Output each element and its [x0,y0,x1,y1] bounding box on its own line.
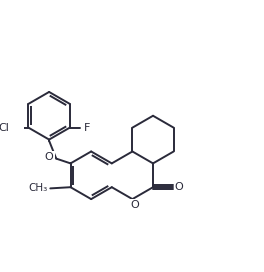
Text: F: F [84,123,90,133]
Text: O: O [45,152,53,162]
Text: O: O [130,200,139,210]
Text: Cl: Cl [0,123,10,133]
Text: O: O [175,182,183,192]
Text: CH₃: CH₃ [28,183,48,193]
